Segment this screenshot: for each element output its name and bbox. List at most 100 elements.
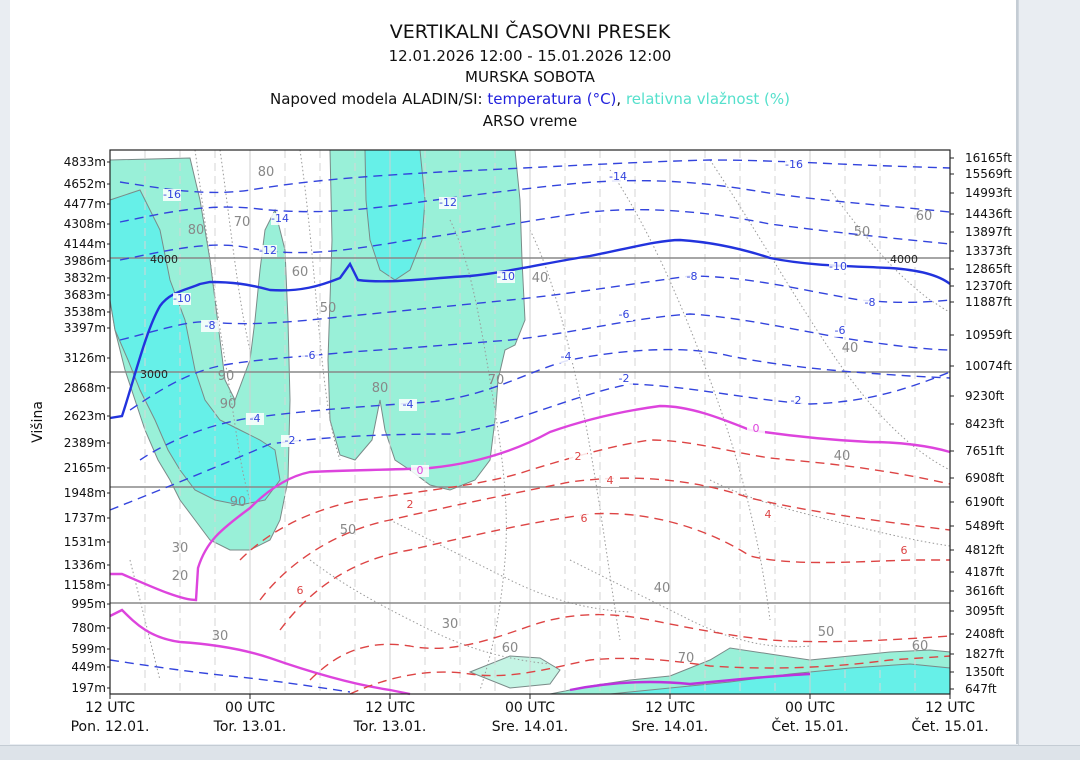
isotherm-label-bg	[861, 297, 879, 309]
x-tick-time: 12 UTC	[645, 700, 695, 716]
y-left-tick-label: 3832m	[64, 271, 106, 285]
ref-label-3000-left: 3000	[140, 368, 168, 381]
isotherm-label-bg	[759, 509, 777, 521]
isotherm-label: 2	[575, 450, 582, 463]
isotherm-label-bg	[601, 475, 619, 487]
rh-line-12	[389, 519, 631, 613]
x-tick-day: Tor. 13.01.	[353, 719, 427, 735]
isotherm-label: 4	[765, 508, 772, 521]
y-left-tick-label: 2623m	[64, 409, 106, 423]
isotherm-label-bg	[401, 499, 419, 511]
y-right-tick-label: 9230ft	[965, 389, 1005, 403]
isotherm-label-bg	[575, 513, 593, 525]
isotherm-plus2	[239, 439, 951, 561]
humidity-label: 30	[172, 541, 189, 556]
isotherm-plus6	[279, 512, 950, 631]
y-left-tick-label: 3986m	[64, 254, 106, 268]
isotherm-label: -6	[305, 349, 316, 362]
isotherm-label: 0	[417, 464, 424, 477]
isotherm-minus12	[119, 208, 951, 261]
isotherm-plus4	[259, 477, 951, 601]
humidity-label: 80	[188, 223, 205, 238]
isotherm-label-bg	[399, 399, 417, 411]
isotherm-label-bg	[291, 585, 309, 597]
bottom-window-strip	[0, 745, 1080, 760]
chart-title: VERTIKALNI ČASOVNI PRESEK	[390, 19, 671, 43]
legend-temperature: temperatura (°C)	[487, 90, 616, 108]
y-right-tick-label: 12370ft	[965, 279, 1012, 293]
humidity-label: 90	[230, 495, 247, 510]
rh-line-6	[609, 169, 771, 621]
isotherm-minus14	[119, 179, 951, 223]
isotherm-label-bg	[246, 413, 264, 425]
ref-label-4000-left: 4000	[150, 253, 178, 266]
y-left-tick-label: 2868m	[64, 381, 106, 395]
legend-separator: ,	[616, 90, 626, 108]
y-right-tick-label: 7651ft	[965, 444, 1005, 458]
y-right-tick-label: 647ft	[965, 682, 997, 696]
rh-line-1	[194, 149, 251, 501]
isotherm-minus10	[109, 238, 951, 420]
x-tick-time: 00 UTC	[505, 700, 555, 716]
y-right-tick-label: 10959ft	[965, 328, 1012, 342]
isotherm-label: 6	[581, 512, 588, 525]
y-left-tick-label: 4308m	[64, 217, 106, 231]
y-right-tick-label: 4187ft	[965, 565, 1005, 579]
humidity-label: 50	[320, 301, 337, 316]
humidity-label: 60	[292, 265, 309, 280]
isotherm-minus2	[109, 371, 951, 511]
isotherm-label: -6	[619, 308, 630, 321]
isotherm-label-bg	[831, 325, 849, 337]
y-right-tick-label: 13897ft	[965, 225, 1012, 239]
isotherm-label-bg	[497, 271, 515, 283]
y-left-tick-label: 3538m	[64, 305, 106, 319]
y-right-tick-label: 15569ft	[965, 167, 1012, 181]
humidity-label: 60	[502, 641, 519, 656]
y-right-tick-label: 1827ft	[965, 647, 1005, 661]
x-tick-day: Čet. 15.01.	[771, 717, 848, 735]
rh-line-10	[569, 559, 811, 648]
chart-location: MURSKA SOBOTA	[465, 68, 596, 86]
humidity-label: 90	[218, 369, 235, 384]
isotherm-label: -4	[403, 398, 414, 411]
y-left-tick-label: 1158m	[64, 578, 106, 592]
isotherm-label: -6	[835, 324, 846, 337]
y-axis-label: Višina	[30, 401, 46, 443]
humidity-label: 80	[372, 381, 389, 396]
y-axis-right-ticks: 16165ft 15569ft 14993ft 14436ft 13897ft 13373…	[950, 151, 1012, 696]
rh-line-7	[709, 159, 951, 471]
isotherm-label-bg	[163, 189, 181, 201]
y-right-tick-label: 6190ft	[965, 495, 1005, 509]
isotherm-label: -16	[785, 158, 803, 171]
isotherm-label-bg	[259, 245, 277, 257]
isotherm-label-bg	[609, 171, 627, 183]
isotherm-minus6	[129, 313, 951, 411]
isotherm-label: 4	[607, 474, 614, 487]
humidity-label: 70	[234, 215, 251, 230]
y-right-tick-label: 6908ft	[965, 471, 1005, 485]
y-left-tick-label: 4144m	[64, 237, 106, 251]
x-tick-day: Čet. 15.01.	[911, 717, 988, 735]
y-left-tick-label: 3683m	[64, 288, 106, 302]
humidity-label: 40	[654, 581, 671, 596]
humidity-label: 90	[220, 397, 237, 412]
vertical-time-section-chart: VERTIKALNI ČASOVNI PRESEK 12.01.2026 12:…	[30, 19, 1012, 735]
isotherm-label: -4	[561, 350, 572, 363]
y-right-tick-label: 14993ft	[965, 186, 1012, 200]
isotherm-label: -8	[865, 296, 876, 309]
y-right-tick-label: 2408ft	[965, 627, 1005, 641]
humidity-label: 40	[842, 341, 859, 356]
y-left-tick-label: 780m	[71, 621, 106, 635]
y-right-tick-label: 11887ft	[965, 295, 1012, 309]
temperature-isotherms	[109, 159, 951, 696]
isotherm-label: 2	[407, 498, 414, 511]
left-window-strip	[0, 0, 8, 759]
x-tick-day: Sre. 14.01.	[632, 719, 708, 735]
isotherm-label-bg	[411, 465, 429, 477]
y-right-tick-label: 10074ft	[965, 359, 1012, 373]
y-right-tick-label: 4812ft	[965, 543, 1005, 557]
y-left-tick-label: 3397m	[64, 321, 106, 335]
ref-label-4000-right: 4000	[890, 253, 918, 266]
isotherm-label-bg	[615, 309, 633, 321]
x-axis-ticks: 12 UTC Pon. 12.01. 00 UTC Tor. 13.01. 12 UTC…	[71, 694, 989, 735]
